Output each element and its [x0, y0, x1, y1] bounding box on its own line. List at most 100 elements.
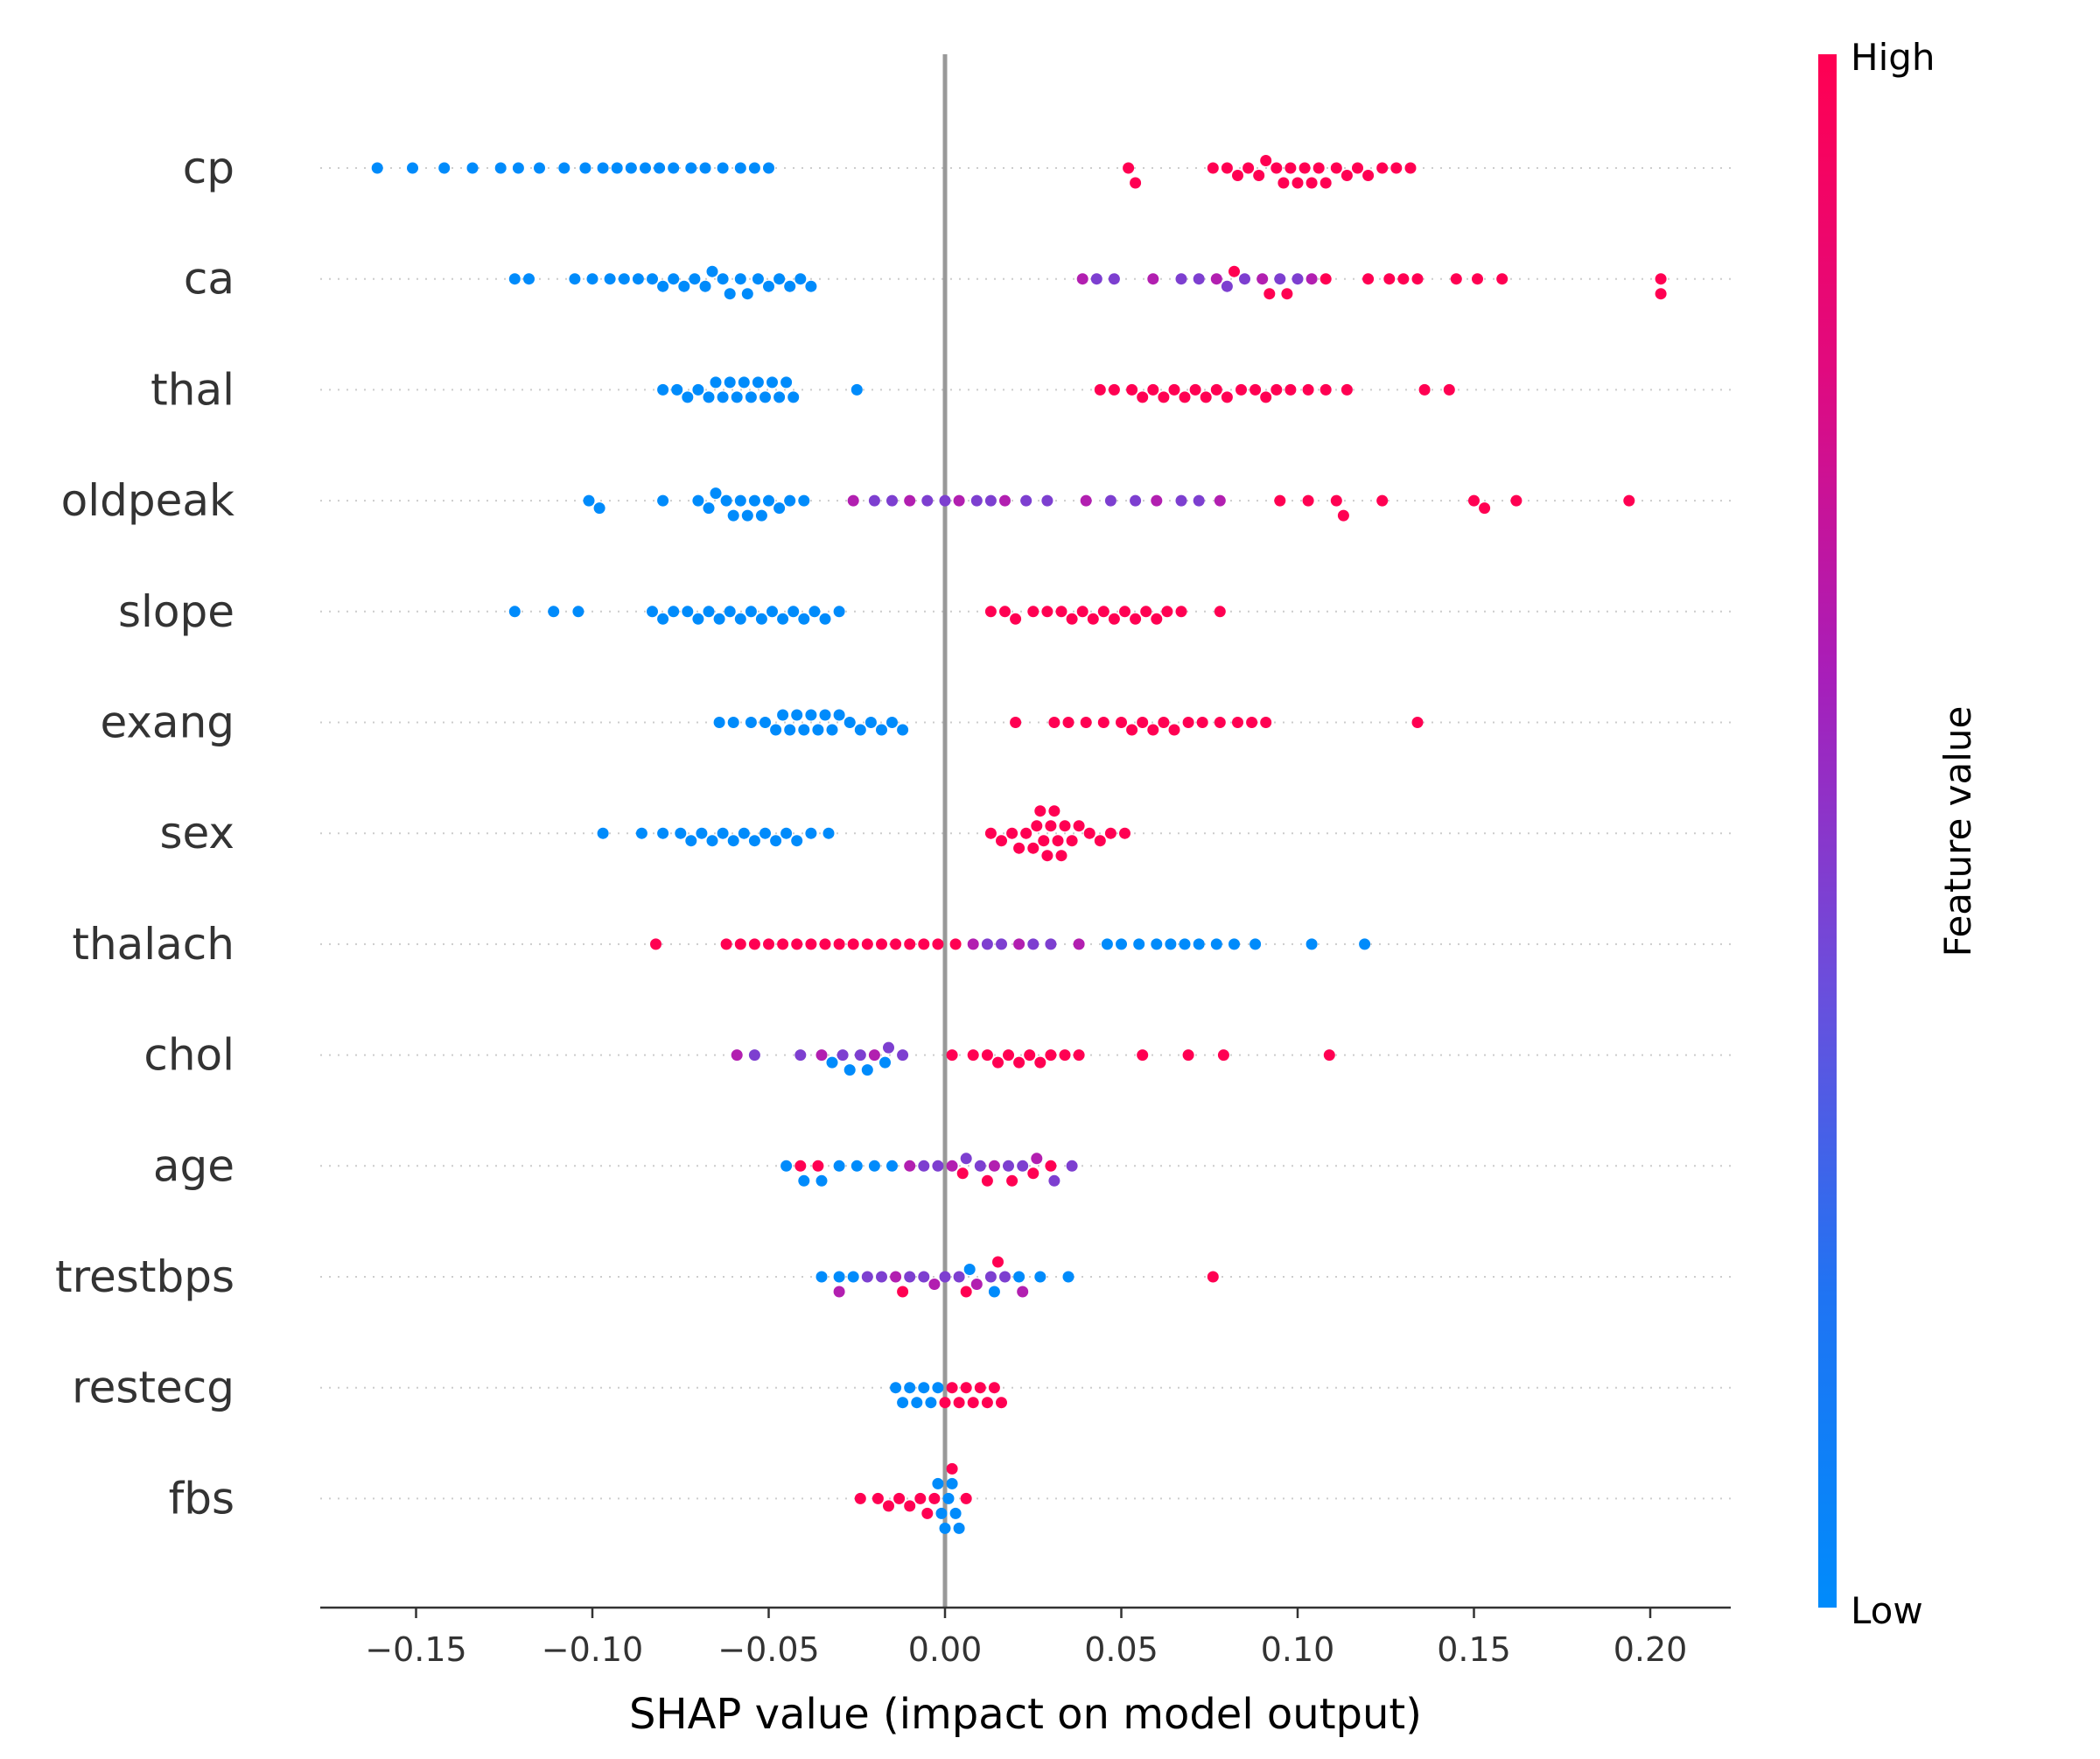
- shap-point: [682, 391, 694, 403]
- shap-point: [1010, 613, 1022, 625]
- shap-point: [1175, 494, 1187, 507]
- shap-point: [996, 938, 1007, 950]
- shap-point: [868, 494, 880, 507]
- shap-point: [1196, 717, 1208, 728]
- shap-point: [699, 280, 711, 292]
- shap-point: [805, 938, 817, 950]
- shap-point: [1260, 391, 1272, 403]
- shap-point: [1027, 606, 1040, 618]
- shap-point: [647, 273, 658, 285]
- shap-point: [942, 1492, 955, 1504]
- shap-point: [1228, 265, 1240, 277]
- shap-point: [1175, 606, 1187, 618]
- shap-point: [904, 938, 916, 950]
- shap-point: [763, 280, 774, 292]
- x-tick-label: 0.00: [908, 1630, 983, 1669]
- shap-point: [850, 1160, 863, 1172]
- shap-point: [939, 1271, 951, 1283]
- shap-point: [960, 1153, 972, 1165]
- shap-point: [805, 280, 817, 292]
- shap-point: [1147, 273, 1159, 285]
- shap-point: [706, 265, 718, 277]
- shap-point: [984, 494, 997, 507]
- shap-point: [657, 383, 669, 396]
- shap-point: [872, 1492, 884, 1504]
- shap-point: [844, 1064, 856, 1076]
- shap-point: [438, 162, 451, 174]
- shap-point: [932, 938, 944, 950]
- shap-point: [766, 376, 778, 389]
- shap-point: [904, 1160, 916, 1172]
- shap-point: [918, 1382, 930, 1394]
- shap-point: [1472, 273, 1483, 285]
- shap-point: [928, 1279, 941, 1290]
- shap-point: [1200, 391, 1212, 403]
- shap-point: [1010, 717, 1022, 728]
- shap-point: [675, 827, 687, 839]
- shap-point: [816, 1174, 828, 1187]
- shap-point: [703, 606, 715, 618]
- shap-point: [671, 383, 683, 396]
- shap-point: [774, 502, 786, 515]
- shap-point: [748, 162, 760, 174]
- shap-point: [833, 938, 845, 950]
- shap-point: [1041, 850, 1054, 862]
- shap-point: [970, 494, 983, 507]
- shap-point: [745, 391, 757, 403]
- shap-point: [1062, 1271, 1074, 1283]
- shap-point: [893, 1492, 906, 1504]
- shap-point: [734, 613, 746, 625]
- shap-point: [1017, 1160, 1029, 1172]
- shap-point: [1278, 177, 1290, 189]
- shap-point: [812, 724, 824, 736]
- shap-point: [713, 717, 725, 728]
- shap-point: [755, 509, 767, 522]
- shap-point: [1250, 383, 1262, 396]
- shap-point: [988, 1286, 1000, 1298]
- shap-point: [788, 391, 800, 403]
- shap-point: [1094, 835, 1106, 847]
- shap-point: [1320, 383, 1332, 396]
- shap-point: [1270, 162, 1283, 174]
- shap-point: [879, 1056, 891, 1069]
- shap-point: [1123, 162, 1135, 174]
- shap-point: [854, 724, 866, 736]
- shap-point: [1623, 494, 1635, 507]
- shap-point: [974, 1160, 986, 1172]
- shap-point: [854, 1492, 866, 1504]
- shap-point: [1119, 606, 1130, 618]
- shap-point: [777, 938, 789, 950]
- shap-point: [1076, 606, 1088, 618]
- shap-point: [861, 1064, 873, 1076]
- shap-point: [939, 1397, 951, 1409]
- shap-point: [992, 1056, 1004, 1069]
- shap-point: [512, 162, 524, 174]
- shap-point: [657, 494, 669, 507]
- shap-point: [847, 1271, 859, 1283]
- shap-point: [791, 835, 803, 847]
- shap-point: [748, 1049, 760, 1062]
- shap-point: [992, 1256, 1004, 1268]
- shap-point: [774, 273, 786, 285]
- shap-point: [597, 162, 609, 174]
- shap-point: [960, 1382, 972, 1394]
- shap-point: [784, 494, 796, 507]
- shap-point: [777, 709, 789, 721]
- shap-point: [819, 709, 831, 721]
- shap-point: [1130, 613, 1142, 625]
- shap-point: [1024, 1049, 1036, 1062]
- shap-point: [996, 1397, 1007, 1409]
- shap-point: [1045, 820, 1057, 832]
- shap-point: [763, 162, 774, 174]
- feature-label: fbs: [169, 1473, 234, 1524]
- shap-point: [703, 391, 715, 403]
- shap-point: [1236, 383, 1247, 396]
- shap-point: [904, 1500, 916, 1512]
- shap-point: [1221, 391, 1233, 403]
- shap-point: [1306, 938, 1318, 950]
- shap-point: [921, 494, 934, 507]
- shap-point: [833, 1271, 845, 1283]
- shap-point: [508, 606, 521, 618]
- shap-point: [1232, 717, 1243, 728]
